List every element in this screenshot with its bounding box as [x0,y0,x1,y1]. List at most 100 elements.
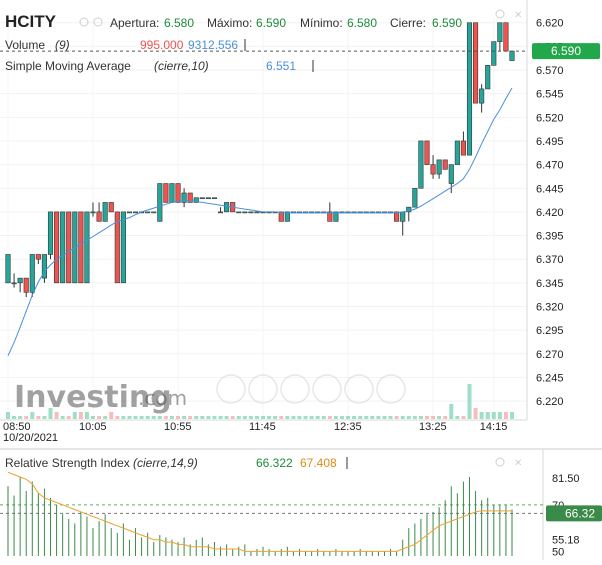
rsi-legend-actions[interactable]: ✕ [495,457,522,469]
eye-icon[interactable] [79,17,89,27]
settings-icon[interactable] [495,457,505,467]
candle[interactable] [47,211,54,260]
time-tick-label: 08:50 [3,421,31,433]
candle[interactable] [473,22,479,104]
candle[interactable] [333,211,339,222]
candle[interactable] [394,211,400,222]
candle[interactable] [497,22,503,52]
candle[interactable] [35,254,41,264]
volume-bar [431,416,436,419]
candle[interactable] [199,197,205,200]
candle[interactable] [448,164,454,193]
candle[interactable] [54,211,60,284]
candle[interactable] [284,211,290,222]
forward-icon[interactable] [376,374,406,404]
candle[interactable] [126,211,132,214]
candle[interactable] [66,211,72,284]
reset-icon[interactable] [312,374,342,404]
candle[interactable] [236,211,242,214]
candle[interactable] [503,22,509,52]
candle[interactable] [485,64,491,90]
header-legend-actions[interactable]: ✕ [495,9,522,21]
candle[interactable] [84,211,90,284]
candle[interactable] [5,254,11,284]
rsi-param: (cierre,14,9) [133,456,198,470]
candle[interactable] [108,202,114,213]
candle[interactable] [102,202,108,222]
price-badge-label: 6.590 [551,44,581,58]
candle[interactable] [460,131,466,156]
candle[interactable] [114,211,120,284]
candle-body-up [126,211,132,214]
volume-bar [91,416,96,419]
candle[interactable] [491,41,497,66]
candle[interactable] [17,277,23,293]
candle[interactable] [96,202,102,222]
candle[interactable] [120,211,126,284]
candle[interactable] [436,159,442,179]
candle[interactable] [29,254,35,298]
candle[interactable] [60,211,66,284]
volume-bar [230,416,235,419]
candle[interactable] [406,206,412,222]
candle[interactable] [205,197,211,200]
candle[interactable] [466,22,473,156]
candle[interactable] [509,50,515,61]
candle[interactable] [181,188,187,208]
candle[interactable] [430,155,436,179]
candle[interactable] [90,202,96,217]
candle[interactable] [151,211,157,214]
volume-bar [36,416,41,419]
candle[interactable] [145,211,151,214]
watermark-suffix: .com [138,386,187,410]
candle[interactable] [175,183,181,203]
candle[interactable] [211,197,218,200]
header-legend-icons[interactable] [79,17,103,27]
settings-icon[interactable] [93,17,103,27]
volume-bar [54,412,59,419]
volume-bar [242,416,247,419]
chart-toolbar[interactable] [216,374,406,404]
rsi-bars [7,476,513,556]
candle[interactable] [11,273,17,288]
candle[interactable] [254,211,260,214]
candle[interactable] [169,183,175,203]
candle[interactable] [454,140,460,165]
time-tick-label: 10:05 [79,421,107,433]
close-icon[interactable]: ✕ [514,10,522,21]
candle[interactable] [23,277,29,298]
candle-body-up [412,187,418,208]
candle[interactable] [224,202,230,213]
candle[interactable] [157,183,163,222]
candle[interactable] [242,211,248,214]
candle-body-up [169,183,175,203]
settings-icon[interactable] [495,9,505,19]
close-icon[interactable]: ✕ [514,458,522,469]
volume-bar [206,416,211,419]
candle[interactable] [278,211,284,222]
candle[interactable] [41,254,47,283]
zoom-in-icon[interactable] [248,374,278,404]
scroll-icon[interactable] [344,374,374,404]
candle[interactable] [132,211,139,214]
candle[interactable] [442,159,448,170]
candle[interactable] [400,211,406,236]
rsi-badge-label: 66.32 [565,506,595,520]
candle[interactable] [479,84,485,113]
zoom-out-icon[interactable] [216,374,246,404]
candle-body-up [242,211,248,214]
candle[interactable] [412,187,418,208]
candle-body-up [236,211,242,214]
candle[interactable] [424,140,430,165]
rsi-value-1: 66.322 [256,456,293,470]
price-tick-label: 6.420 [536,207,564,219]
candle[interactable] [163,183,169,203]
sma-legend: Simple Moving Average (cierre,10) 6.551 [5,59,314,73]
candle[interactable] [418,140,424,189]
candle-body-up [120,211,126,284]
candle[interactable] [78,211,84,284]
candle[interactable] [327,202,333,222]
candle[interactable] [217,207,224,214]
candle[interactable] [248,211,254,214]
pan-icon[interactable] [280,374,310,404]
